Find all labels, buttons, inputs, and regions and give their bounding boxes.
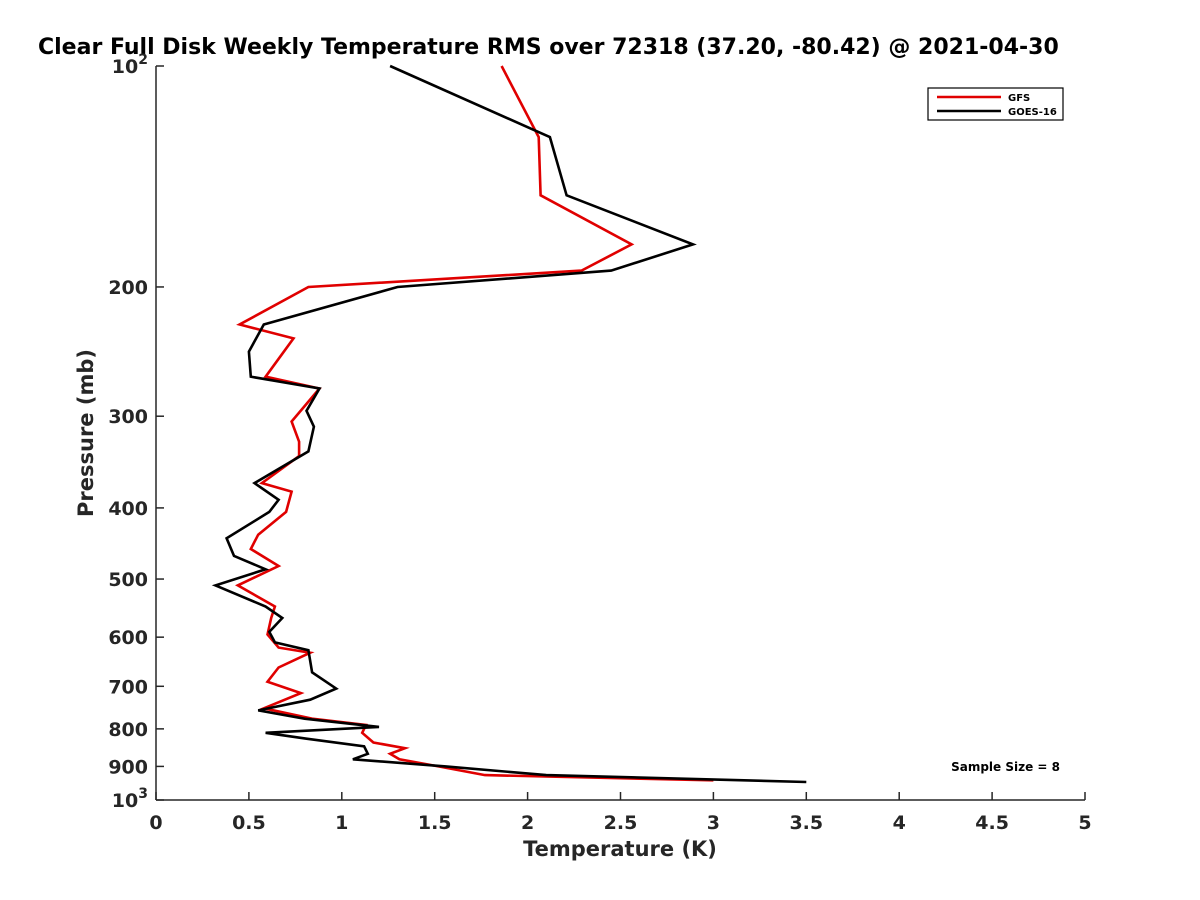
x-axis-ticks: 0 0.5 1 1.5 2 2.5 3 3.5 4 4.5 5 (149, 792, 1092, 834)
x-tick-label: 2.5 (604, 812, 638, 834)
y-axis-ticks: 102 200 300 400 500 600 700 800 900 103 (108, 52, 164, 812)
legend: GFS GOES-16 (927, 87, 1064, 121)
series-line-gfs (234, 65, 714, 782)
legend-box (927, 87, 1064, 121)
y-tick-label: 700 (108, 676, 148, 698)
sample-size-annotation: Sample Size = 8 (951, 760, 1060, 774)
x-tick-label: 0.5 (232, 812, 266, 834)
x-tick-label: 3 (707, 812, 720, 834)
x-tick-label: 0 (149, 812, 162, 834)
chart-title: Clear Full Disk Weekly Temperature RMS o… (38, 35, 1059, 60)
y-tick-label: 600 (108, 627, 148, 649)
x-tick-label: 4.5 (975, 812, 1009, 834)
y-tick-label: 900 (108, 756, 148, 778)
x-tick-label: 1.5 (418, 812, 452, 834)
y-tick-label: 800 (108, 719, 148, 741)
x-tick-label: 3.5 (789, 812, 823, 834)
y-tick-label: 500 (108, 569, 148, 591)
x-tick-label: 1 (335, 812, 348, 834)
series-line-goes-16 (211, 64, 807, 784)
x-axis-label: Temperature (K) (523, 837, 717, 861)
y-tick-label: 103 (112, 786, 148, 812)
y-tick-label: 300 (108, 406, 148, 428)
x-tick-label: 2 (521, 812, 534, 834)
legend-label-gfs: GFS (1008, 93, 1030, 104)
x-tick-label: 5 (1078, 812, 1091, 834)
y-axis-label: Pressure (mb) (74, 349, 98, 517)
x-tick-label: 4 (893, 812, 906, 834)
y-tick-label: 400 (108, 498, 148, 520)
y-tick-label: 200 (108, 277, 148, 299)
series-lines (211, 64, 807, 784)
legend-label-goes-16: GOES-16 (1008, 107, 1057, 118)
y-tick-label: 102 (112, 52, 148, 78)
